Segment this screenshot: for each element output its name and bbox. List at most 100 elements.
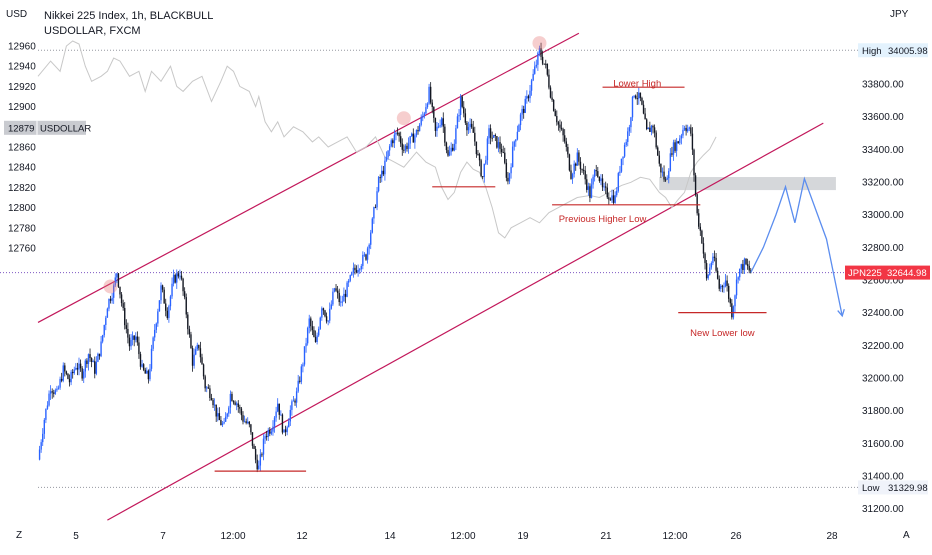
candle-body [224,416,227,422]
candle-body [108,298,110,309]
candle-body [179,275,181,277]
candle-body [396,132,399,134]
candle-body [724,280,727,287]
candle-body [619,171,621,174]
candle-body [172,274,175,284]
candle-body [614,195,616,203]
candle-body [291,401,293,410]
candle-body [620,158,623,172]
candle-body [124,307,126,326]
candle-body [568,154,571,171]
candle-body [209,388,211,398]
candle-body [743,258,746,271]
candle-body [581,169,583,171]
candle-body [105,317,107,326]
candle-body [552,99,555,111]
candle-body [644,113,646,120]
candle-body [370,232,372,245]
timezone-button[interactable]: Z [16,530,23,541]
candle-body [259,454,262,466]
time-tick-label: 21 [600,531,612,542]
candle-body [373,207,375,219]
candle-body [653,127,656,133]
candle-body [437,126,440,128]
candle-body [302,364,304,367]
auto-scale-button[interactable]: A [903,530,910,541]
candle-body [461,96,463,107]
candle-body [688,127,690,129]
candle-body [699,226,702,231]
candle-body [127,328,129,338]
candle-body [642,104,645,114]
candle-body [292,400,295,402]
projection-layer [750,176,845,318]
candle-body [709,267,711,275]
candle-body [135,336,137,340]
candle-body [429,86,432,103]
candle-body [420,117,422,125]
candle-body [668,170,670,179]
candle-body [395,132,397,135]
candle-body [526,96,528,99]
candle-body [582,169,585,171]
candle-body [147,370,150,380]
candle-body [51,391,53,393]
candle-body [475,141,478,155]
candle-body [551,97,553,100]
candle-body [445,142,448,151]
candle-body [239,407,241,409]
candle-body [537,52,539,65]
candle-body [439,125,441,127]
candle-body [535,64,538,67]
candle-body [130,339,132,347]
candle-body [131,335,134,340]
candle-body [527,96,530,99]
time-tick-label: 7 [160,531,166,542]
candle-body [415,129,418,136]
candle-body [584,170,586,180]
candle-body [540,48,542,57]
candle-body [141,364,143,367]
candle-body [398,132,400,137]
candle-body [158,300,161,312]
candle-body [374,207,377,209]
candle-body [679,138,681,144]
candle-body [704,253,706,264]
candle-body [683,127,686,130]
candle-body [267,430,269,437]
candle-body [423,113,426,117]
candle-body [106,308,109,318]
candle-body [128,337,131,347]
candle-body [636,98,638,100]
candle-body [294,400,296,403]
candle-body [351,272,353,276]
candle-body [694,175,697,195]
candle-body [718,278,720,289]
candle-body [407,143,410,149]
candle-body [456,116,459,129]
candle-body [228,407,230,414]
left-unit-label: USD [6,9,28,20]
current-price-badge [884,265,930,280]
candle-body [377,177,380,192]
candle-body [682,129,684,136]
candle-body [442,118,444,127]
candle-body [310,318,312,327]
low-badge [858,480,928,495]
candle-body [362,254,364,266]
candle-body [232,401,235,403]
candle-body [185,297,187,315]
candle-body [483,163,485,177]
candle-body [502,151,504,153]
candle-body [177,273,180,277]
candle-body [562,129,564,136]
time-axis: 5 7 12:00 12 14 12:00 19 21 12:00 26 28 [73,531,838,542]
candle-body [474,132,476,142]
candle-body [541,56,544,64]
candle-body [604,186,607,188]
candle-body [453,143,456,151]
candle-body [422,116,424,118]
candle-body [71,371,74,374]
candle-body [305,343,307,347]
candle-body [477,154,479,156]
